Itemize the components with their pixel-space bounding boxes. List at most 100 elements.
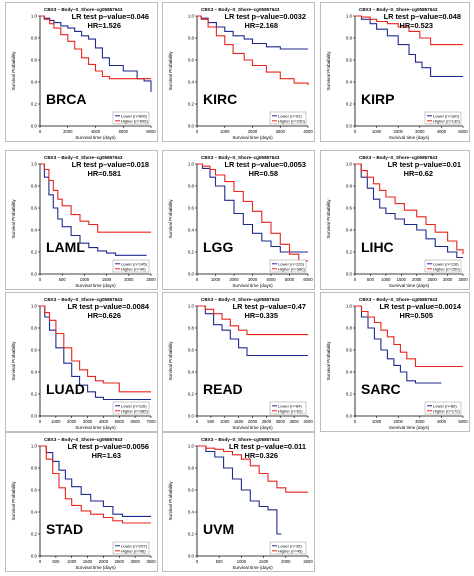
probe-title: CBX3 – Body–S_Shore–cg05857643 (201, 437, 280, 442)
y-tick-label: 0.0 (31, 554, 38, 559)
y-tick-label: 0.8 (188, 466, 195, 471)
x-tick-label: 2000 (394, 129, 404, 134)
x-tick-label: 3000 (248, 277, 258, 282)
x-tick-label: 2500 (262, 419, 272, 424)
legend-label-lower: Lower (n=297) (121, 543, 148, 548)
x-tick-label: 3000 (130, 559, 140, 564)
y-tick-label: 0.6 (31, 58, 38, 63)
x-tick-label: 500 (59, 277, 67, 282)
x-tick-label: 2000 (281, 559, 291, 564)
survival-curve-lower (40, 15, 152, 92)
probe-title: CBX3 – Body–S_Shore–cg05857643 (44, 155, 123, 160)
x-tick-label: 4000 (91, 129, 101, 134)
km-panel-uvm: CBX3 – Body–S_Shore–cg05857643 0.0 0.2 0.4 0… (162, 432, 315, 572)
km-plot-svg: CBX3 – Body–S_Shore–cg05857643 0.0 0.2 0.4 0… (11, 437, 156, 570)
km-panel-brca: CBX3 – Body–S_Shore–cg05857643 0.0 0.2 0.4 0… (5, 2, 158, 142)
km-plot-svg: CBX3 – Body–S_Shore–cg05857643 0.0 0.2 0.4 0… (168, 155, 313, 288)
y-tick-label: 1.0 (31, 304, 38, 309)
y-tick-label: 1.0 (346, 14, 353, 19)
y-tick-label: 0.8 (31, 326, 38, 331)
x-tick-label: 4000 (303, 419, 313, 424)
legend-label-lower: Lower (n=35) (278, 543, 302, 548)
km-panel-lihc: CBX3 – Body–S_Shore–cg05857643 0.0 0.2 0.4 0… (320, 150, 470, 290)
cancer-type-label: SARC (361, 381, 401, 397)
x-tick-label: 2000 (124, 277, 134, 282)
y-tick-label: 0.0 (31, 414, 38, 419)
y-tick-label: 0.2 (31, 392, 38, 397)
probe-title: CBX3 – Body–S_Shore–cg05857643 (359, 7, 438, 12)
x-tick-label: 3000 (443, 277, 453, 282)
x-axis-label: Survival time (days) (389, 425, 430, 430)
y-axis-label: Survival Probability (11, 199, 16, 239)
x-tick-label: 2500 (427, 277, 437, 282)
y-tick-label: 0.0 (188, 272, 195, 277)
legend-label-higher: Higher (n=45) (278, 548, 303, 553)
y-tick-label: 0.8 (188, 184, 195, 189)
km-plot-svg: CBX3 – Body–S_Shore–cg05857643 0.0 0.2 0.4 0… (11, 297, 156, 430)
cancer-type-label: UVM (203, 521, 234, 537)
y-tick-label: 1.0 (188, 444, 195, 449)
y-tick-label: 1.0 (31, 162, 38, 167)
x-axis-label: Survival time (days) (232, 283, 273, 288)
x-tick-label: 4000 (303, 129, 313, 134)
survival-curve-lower (197, 163, 308, 253)
y-tick-label: 0.8 (346, 326, 353, 331)
survival-curve-lower (197, 305, 308, 357)
probe-title: CBX3 – Body–S_Shore–cg05857643 (44, 437, 123, 442)
y-tick-label: 1.0 (188, 162, 195, 167)
km-panel-sarc: CBX3 – Body–S_Shore–cg05857643 0.0 0.2 0.4 0… (320, 292, 470, 432)
x-tick-label: 8000 (146, 129, 156, 134)
legend-box (424, 259, 462, 273)
x-tick-label: 2000 (229, 277, 239, 282)
pvalue-label: LR test p–value=0.046 (72, 12, 149, 21)
y-tick-label: 0.8 (188, 36, 195, 41)
km-plot-svg: CBX3 – Body–S_Shore–cg05857643 0.0 0.2 0.4 0… (11, 7, 156, 140)
survival-curve-higher (40, 445, 151, 524)
survival-curve-lower (40, 305, 151, 401)
survival-curve-higher (355, 15, 463, 46)
y-tick-label: 1.0 (31, 444, 38, 449)
hr-label: HR=0.581 (88, 169, 122, 178)
x-tick-label: 2000 (412, 277, 422, 282)
x-tick-label: 5000 (115, 419, 125, 424)
x-tick-label: 4000 (437, 129, 447, 134)
y-tick-label: 0.2 (31, 532, 38, 537)
survival-curve-higher (40, 163, 151, 233)
cancer-type-label: LIHC (361, 239, 394, 255)
x-tick-label: 0 (39, 277, 42, 282)
x-tick-label: 0 (196, 277, 199, 282)
legend-label-lower: Lower (n=120) (278, 261, 305, 266)
legend-label-higher: Higher (n=96) (121, 548, 146, 553)
legend-box (112, 259, 150, 273)
legend-label-higher: Higher (n=40) (121, 266, 146, 271)
x-tick-label: 3500 (458, 277, 468, 282)
hr-label: HR=0.626 (88, 311, 122, 320)
y-tick-label: 0.4 (31, 228, 38, 233)
survival-curve-higher (197, 163, 308, 262)
survival-curve-lower (355, 305, 442, 384)
pvalue-label: LR test p–value=0.47 (233, 302, 306, 311)
x-tick-label: 1500 (397, 277, 407, 282)
y-tick-label: 0.4 (188, 370, 195, 375)
km-panel-kirp: CBX3 – Body–S_Shore–cg05857643 0.0 0.2 0.4 0… (320, 2, 470, 142)
km-plot-svg: CBX3 – Body–S_Shore–cg05857643 0.0 0.2 0.4 0… (326, 155, 468, 288)
y-tick-label: 0.2 (188, 532, 195, 537)
y-tick-label: 0.6 (346, 206, 353, 211)
x-tick-label: 500 (52, 559, 60, 564)
hr-label: HR=1.63 (92, 451, 121, 460)
y-tick-label: 1.0 (346, 162, 353, 167)
y-axis-label: Survival Probability (168, 481, 173, 521)
pvalue-label: LR test p–value=0.018 (72, 160, 149, 169)
y-tick-label: 0.4 (188, 228, 195, 233)
x-tick-label: 2000 (63, 129, 73, 134)
x-tick-label: 1000 (372, 129, 382, 134)
x-tick-label: 0 (354, 277, 357, 282)
y-tick-label: 0.4 (346, 228, 353, 233)
x-tick-label: 1500 (259, 559, 269, 564)
legend-label-higher: Higher (n=62) (278, 408, 303, 413)
legend-box (269, 401, 307, 415)
km-panel-kirc: CBX3 – Body–S_Shore–cg05857643 0.0 0.2 0.4 0… (162, 2, 315, 142)
x-tick-label: 3000 (276, 129, 286, 134)
y-tick-label: 0.8 (31, 36, 38, 41)
